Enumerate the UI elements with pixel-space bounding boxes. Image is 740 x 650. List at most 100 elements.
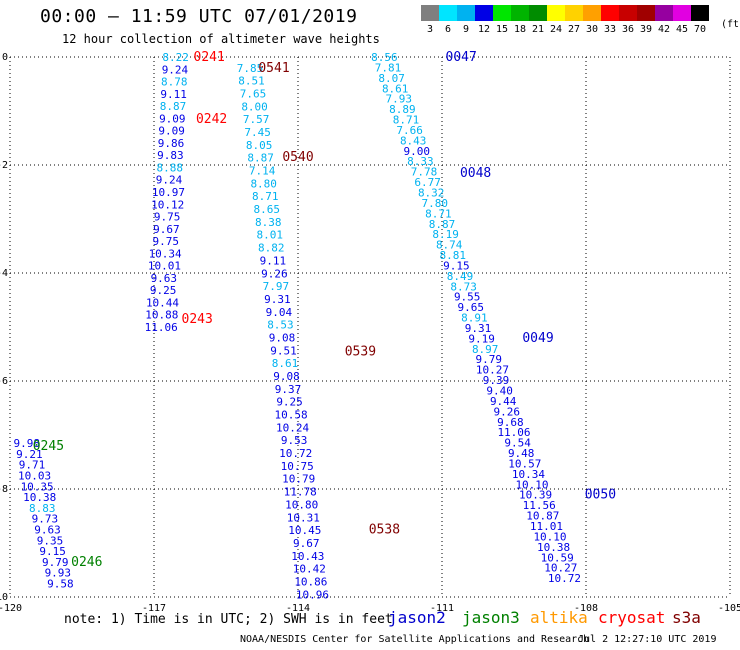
wave-height-value: 10.27 [544, 562, 577, 575]
color-scale-label: 30 [585, 24, 599, 35]
color-scale-swatch: 45 [673, 5, 691, 35]
pass-id-label: 0541 [258, 61, 289, 76]
wave-height-value: 9.63 [34, 524, 61, 537]
wave-height-value: 8.65 [253, 203, 280, 216]
wave-height-value: 8.74 [436, 239, 463, 252]
wave-height-value: 10.34 [149, 247, 182, 260]
wave-height-value: 9.25 [150, 284, 177, 297]
x-tick-label: -105 [718, 603, 740, 614]
pass-id-label: 0047 [446, 50, 477, 65]
pass-id-label: 0050 [585, 487, 616, 502]
y-tick-label: 0 [2, 52, 8, 63]
page-subtitle: 12 hour collection of altimeter wave hei… [62, 32, 380, 46]
y-tick-label: -2 [0, 160, 8, 171]
wave-height-value: 10.10 [515, 478, 548, 491]
wave-height-value: 9.11 [260, 254, 287, 267]
legend-jason3: jason3 [462, 608, 520, 627]
wave-height-value: 9.44 [490, 395, 517, 408]
wave-height-value: 9.24 [156, 174, 183, 187]
wave-height-value: 9.35 [37, 534, 64, 547]
wave-height-value: 9.04 [266, 306, 293, 319]
wave-height-value: 9.54 [504, 437, 531, 450]
wave-height-value: 8.19 [432, 228, 459, 241]
color-scale-swatch: 36 [619, 5, 637, 35]
wave-height-value: 10.80 [285, 498, 318, 511]
color-scale-label: 9 [462, 24, 470, 35]
wave-height-value: 8.87 [429, 218, 456, 231]
legend-cryosat: cryosat [598, 608, 666, 627]
pass-id-label: 0245 [33, 439, 64, 454]
wave-height-value: 10.96 [296, 588, 329, 601]
color-scale-swatch: 24 [547, 5, 565, 35]
x-tick-label: -114 [286, 603, 310, 614]
legend-altika: altika [530, 608, 588, 627]
wave-height-value: 11.06 [145, 321, 178, 334]
wave-height-value: 9.11 [160, 88, 187, 101]
wave-height-value: 9.09 [159, 112, 186, 125]
wave-height-value: 11.01 [530, 520, 563, 533]
wave-height-value: 9.79 [476, 353, 503, 366]
wave-height-value: 9.98 [14, 437, 41, 450]
wave-height-value: 8.61 [382, 82, 409, 95]
pass-labels: 0241 0242 0243 0541 0540 0539 0538 0047 0048 0049… [33, 50, 616, 570]
color-scale-label: 12 [477, 24, 491, 35]
wave-height-value: 7.85 [237, 62, 264, 75]
color-scale-swatch: 70 [691, 5, 709, 35]
wave-height-value: 10.72 [279, 447, 312, 460]
wave-height-value: 7.45 [244, 126, 271, 139]
wave-height-value: 9.48 [508, 447, 535, 460]
x-tick-label: -117 [142, 603, 166, 614]
wave-height-value: 8.71 [425, 207, 452, 220]
pass-id-label: 0243 [182, 312, 213, 327]
color-scale-label: 21 [531, 24, 545, 35]
wave-height-value: 8.91 [461, 312, 488, 325]
color-scale-label: 6 [444, 24, 452, 35]
wave-height-value: 8.88 [156, 161, 183, 174]
y-tick-label: -4 [0, 268, 8, 279]
color-scale-label: 18 [513, 24, 527, 35]
wave-height-value: 8.81 [440, 249, 467, 262]
wave-height-value: 9.53 [281, 434, 308, 447]
wave-height-value: 9.08 [269, 331, 296, 344]
color-scale-swatch: 30 [583, 5, 601, 35]
wave-height-value: 10.43 [291, 550, 324, 563]
wave-height-value: 9.25 [276, 396, 303, 409]
wave-height-value: 9.39 [483, 374, 510, 387]
wave-height-value: 9.79 [42, 556, 69, 569]
wave-height-value: 10.38 [537, 541, 570, 554]
wave-height-value: 10.86 [294, 575, 327, 588]
color-scale-label: 39 [639, 24, 653, 35]
color-scale-swatch: 42 [655, 5, 673, 35]
color-scale-swatch: 15 [493, 5, 511, 35]
color-scale-label: 24 [549, 24, 563, 35]
color-scale-label: 36 [621, 24, 635, 35]
wave-height-value: 9.26 [494, 405, 521, 418]
pass-id-label: 0538 [369, 523, 400, 538]
wave-height-value: 9.19 [468, 332, 495, 345]
wave-height-value: 8.43 [400, 134, 427, 147]
wave-height-value: 8.22 [162, 51, 189, 64]
color-scale-swatch: 18 [511, 5, 529, 35]
map-grid [9, 56, 731, 598]
wave-height-value: 9.67 [293, 537, 320, 550]
legend-jason2: jason2 [388, 608, 446, 627]
wave-height-value: 9.63 [151, 272, 178, 285]
wave-height-value: 8.32 [418, 186, 445, 199]
wave-height-value: 8.33 [407, 155, 434, 168]
wave-height-value: 10.59 [541, 551, 574, 564]
wave-height-value: 10.38 [23, 491, 56, 504]
y-tick-label: -10 [0, 592, 8, 603]
wave-height-value: 11.56 [523, 499, 556, 512]
pass-id-label: 0246 [71, 555, 102, 570]
wave-height-value: 8.05 [246, 139, 273, 152]
color-scale-label: 3 [426, 24, 434, 35]
wave-height-value: 10.87 [526, 510, 559, 523]
wave-height-value: 9.15 [39, 545, 66, 558]
x-tick-label: -120 [0, 603, 22, 614]
wave-height-value: 10.03 [18, 470, 51, 483]
map-axes: -120 -117 -114 -111 -108 -105 0 -2 -4 -6 -8 -10 [0, 52, 740, 614]
wave-height-value: 8.49 [447, 270, 474, 283]
color-scale-swatch: 33 [601, 5, 619, 35]
wave-height-value: 9.73 [32, 513, 59, 526]
wave-height-value: 9.15 [443, 259, 470, 272]
